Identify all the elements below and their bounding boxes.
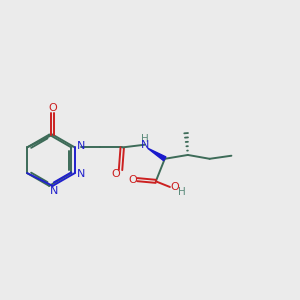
Polygon shape	[148, 148, 166, 161]
Text: O: O	[128, 175, 137, 184]
Text: N: N	[141, 140, 149, 150]
Text: H: H	[141, 134, 149, 144]
Text: O: O	[170, 182, 179, 192]
Text: H: H	[178, 188, 186, 197]
Text: O: O	[111, 169, 120, 179]
Text: N: N	[76, 169, 85, 179]
Text: N: N	[76, 141, 85, 152]
Text: N: N	[50, 186, 58, 196]
Text: O: O	[48, 103, 57, 113]
